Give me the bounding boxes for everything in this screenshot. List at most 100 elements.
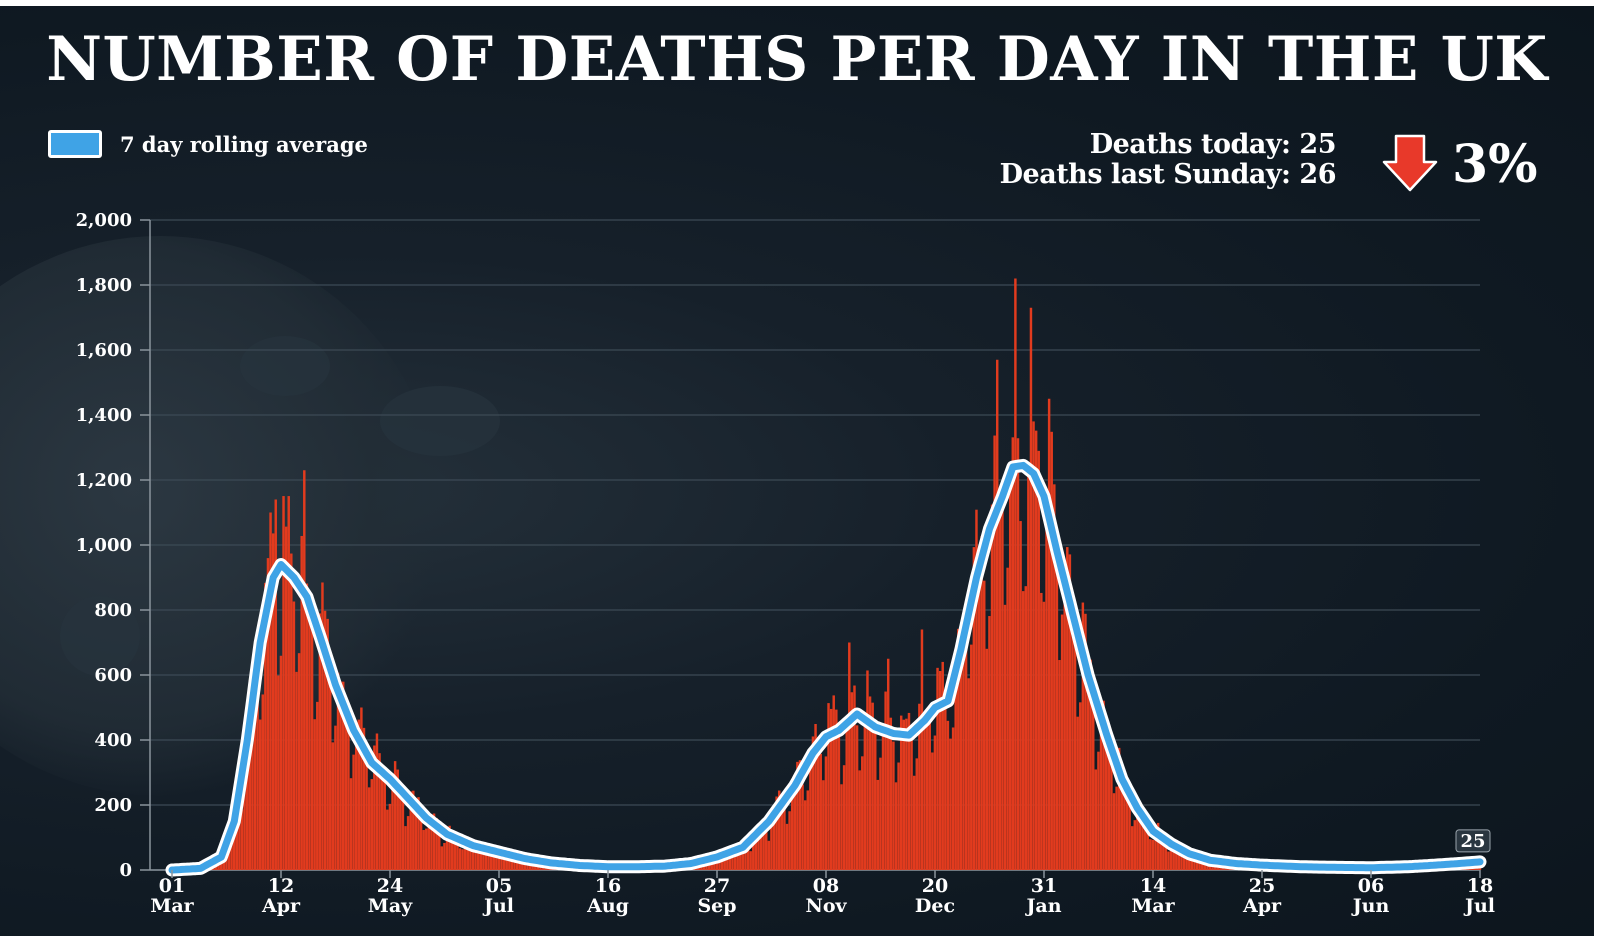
daily-deaths-bar bbox=[401, 786, 405, 870]
daily-deaths-bar bbox=[840, 784, 843, 870]
daily-deaths-bar bbox=[277, 675, 280, 870]
daily-deaths-bar bbox=[912, 775, 916, 870]
x-tick-day: 24 bbox=[377, 875, 403, 897]
virus-spike-decoration bbox=[60, 596, 140, 676]
y-tick-label: 2,000 bbox=[76, 210, 132, 231]
daily-deaths-bar bbox=[354, 732, 358, 870]
daily-deaths-bar bbox=[266, 558, 270, 870]
daily-deaths-bar bbox=[508, 854, 511, 870]
daily-deaths-bar bbox=[1071, 621, 1074, 870]
daily-deaths-bar bbox=[762, 824, 765, 870]
daily-deaths-bar bbox=[1076, 716, 1079, 870]
daily-deaths-bar bbox=[466, 840, 470, 870]
y-tick-label: 1,800 bbox=[76, 275, 132, 296]
daily-deaths-bar bbox=[253, 682, 257, 870]
daily-deaths-bar bbox=[1172, 840, 1175, 870]
daily-deaths-bar bbox=[1151, 839, 1155, 870]
daily-deaths-bar bbox=[970, 644, 973, 870]
daily-deaths-bar bbox=[463, 842, 467, 870]
daily-deaths-bar bbox=[1029, 307, 1033, 870]
daily-deaths-bar bbox=[432, 813, 436, 870]
daily-deaths-bar bbox=[1063, 585, 1066, 870]
daily-deaths-bar bbox=[985, 648, 989, 870]
daily-deaths-bar bbox=[510, 857, 514, 870]
daily-deaths-bar bbox=[1188, 858, 1191, 870]
daily-deaths-bar bbox=[450, 830, 454, 870]
daily-deaths-bar bbox=[1001, 496, 1004, 870]
daily-deaths-bar bbox=[1149, 839, 1152, 870]
daily-deaths-bar bbox=[868, 696, 872, 870]
deaths-today: Deaths today: 25 bbox=[1089, 129, 1337, 160]
daily-deaths-bar bbox=[391, 773, 394, 870]
daily-deaths-bar bbox=[412, 790, 415, 870]
daily-deaths-bar bbox=[1084, 613, 1087, 870]
daily-deaths-bar bbox=[1162, 837, 1165, 870]
daily-deaths-bar bbox=[264, 582, 267, 870]
daily-deaths-bar bbox=[1102, 700, 1105, 870]
daily-deaths-bar bbox=[845, 720, 848, 870]
daily-deaths-bar bbox=[419, 814, 423, 870]
daily-deaths-bar bbox=[495, 858, 498, 870]
daily-deaths-bar bbox=[287, 496, 290, 870]
daily-deaths-bar bbox=[1182, 851, 1186, 870]
daily-deaths-bar bbox=[383, 780, 386, 870]
daily-deaths-bar bbox=[1097, 751, 1100, 870]
virus-spike-decoration bbox=[380, 386, 500, 456]
daily-deaths-bar bbox=[897, 762, 900, 870]
daily-deaths-bar bbox=[938, 670, 942, 870]
daily-deaths-bar bbox=[331, 742, 335, 870]
x-tick-month: Apr bbox=[1242, 895, 1282, 917]
daily-deaths-bar bbox=[341, 681, 345, 870]
x-tick-day: 16 bbox=[595, 875, 621, 897]
daily-deaths-bar bbox=[1169, 850, 1173, 870]
daily-deaths-bar bbox=[803, 800, 807, 870]
daily-deaths-bar bbox=[453, 831, 457, 870]
daily-deaths-bar bbox=[1027, 465, 1030, 870]
daily-deaths-bar bbox=[279, 655, 283, 870]
daily-deaths-bar bbox=[492, 853, 495, 870]
x-tick-month: Sep bbox=[697, 895, 736, 917]
daily-deaths-bar bbox=[497, 856, 501, 870]
daily-deaths-bar bbox=[793, 776, 797, 870]
daily-deaths-bar bbox=[422, 830, 425, 870]
daily-deaths-bar bbox=[440, 846, 444, 870]
daily-deaths-bar bbox=[962, 627, 965, 870]
daily-deaths-bar bbox=[360, 707, 363, 870]
daily-deaths-bar bbox=[964, 638, 968, 870]
daily-deaths-bar bbox=[313, 719, 316, 870]
daily-deaths-bar bbox=[380, 776, 384, 870]
daily-deaths-bar bbox=[881, 726, 885, 870]
daily-deaths-bar bbox=[944, 691, 947, 870]
daily-deaths-bar bbox=[505, 853, 508, 870]
end-value-text: 25 bbox=[1460, 831, 1485, 852]
daily-deaths-bar bbox=[282, 496, 285, 870]
deaths-stats: Deaths today: 25 Deaths last Sunday: 26 bbox=[1000, 129, 1337, 190]
daily-deaths-bar bbox=[866, 670, 869, 870]
daily-deaths-bar bbox=[326, 618, 329, 870]
x-tick-month: Jan bbox=[1024, 895, 1061, 917]
daily-deaths-bar bbox=[1141, 813, 1144, 870]
daily-deaths-bar bbox=[933, 735, 937, 870]
daily-deaths-bar bbox=[746, 845, 750, 870]
daily-deaths-bar bbox=[925, 719, 929, 870]
daily-deaths-bar bbox=[757, 824, 760, 870]
y-tick-label: 800 bbox=[94, 600, 132, 621]
daily-deaths-bar bbox=[1123, 774, 1126, 870]
y-tick-label: 200 bbox=[94, 795, 132, 816]
daily-deaths-bar bbox=[245, 722, 249, 870]
daily-deaths-bar bbox=[435, 818, 438, 870]
daily-deaths-bar bbox=[899, 715, 903, 870]
daily-deaths-bar bbox=[832, 695, 835, 870]
daily-deaths-bar bbox=[1117, 747, 1121, 870]
daily-deaths-bar bbox=[749, 851, 752, 870]
daily-deaths-bar bbox=[1040, 592, 1043, 870]
daily-deaths-bar bbox=[892, 741, 895, 870]
daily-deaths-bar bbox=[1115, 786, 1118, 870]
daily-deaths-bar bbox=[990, 504, 994, 870]
daily-deaths-bar bbox=[414, 804, 418, 870]
daily-deaths-bar bbox=[819, 753, 822, 870]
daily-deaths-bar bbox=[256, 642, 259, 870]
daily-deaths-bar bbox=[471, 843, 475, 870]
daily-deaths-bar bbox=[269, 512, 272, 870]
daily-deaths-bar bbox=[806, 790, 810, 870]
